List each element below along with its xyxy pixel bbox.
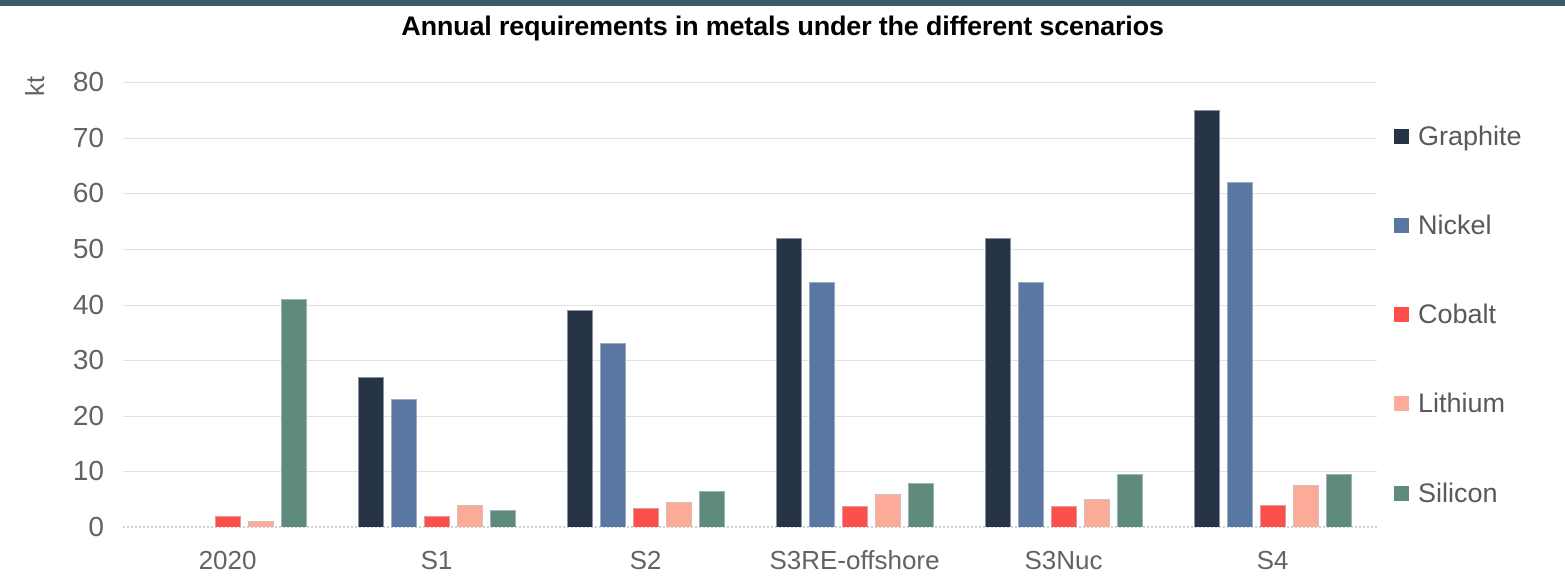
gridline-70 [123,137,1377,139]
gridline-60 [123,193,1377,195]
bar-lithium-s4 [1292,485,1319,527]
bar-graphite-s1 [357,376,384,527]
gridline-50 [123,248,1377,250]
bar-silicon-s3nuc [1116,474,1143,527]
x-axis-label-s2: S2 [629,545,662,575]
bar-lithium-s3re-offshore [874,493,901,527]
top-accent-strip [0,0,1565,6]
bar-nickel-s1 [390,399,417,527]
y-tick-label-20: 20 [72,399,104,431]
legend-marker-cobalt [1394,307,1409,322]
gridline-80 [123,82,1377,83]
legend-label-graphite: Graphite [1418,120,1522,151]
legend-item-cobalt: Cobalt [1394,299,1497,330]
bar-silicon-s3re-offshore [907,482,934,527]
gridline-20 [123,415,1377,417]
x-axis-label-2020: 2020 [198,545,257,575]
legend-item-silicon: Silicon [1394,478,1498,508]
gridline-30 [123,360,1377,362]
bar-graphite-s3re-offshore [775,237,802,527]
y-tick-label-80: 80 [72,66,104,97]
y-tick-label-40: 40 [72,288,104,320]
legend-label-silicon: Silicon [1418,477,1498,508]
bar-graphite-s2 [566,310,593,527]
bar-cobalt-s3nuc [1050,506,1077,527]
bar-graphite-s4 [1193,109,1220,527]
x-axis-label-s1: S1 [420,545,453,575]
bar-nickel-s3re-offshore [808,282,835,527]
bar-lithium-s1 [456,504,483,527]
bar-nickel-s3nuc [1017,282,1044,527]
bar-cobalt-s3re-offshore [841,506,868,527]
legend-item-graphite: Graphite [1394,121,1522,151]
bar-lithium-s3nuc [1083,499,1110,527]
bar-lithium-2020 [247,521,274,527]
bar-lithium-s2 [665,501,692,527]
x-axis-line [123,526,1377,528]
plot-area [123,82,1377,528]
legend-marker-silicon [1394,485,1409,501]
gridline-40 [123,304,1377,306]
bar-cobalt-s2 [632,507,659,527]
x-axis-label-s3re-offshore: S3RE-offshore [769,545,940,575]
bar-silicon-s4 [1325,474,1352,527]
bar-graphite-s3nuc [984,237,1011,527]
bar-silicon-2020 [280,298,307,527]
legend-item-nickel: Nickel [1394,210,1492,240]
chart-title: Annual requirements in metals under the … [401,11,1164,41]
gridline-10 [123,471,1377,473]
bar-cobalt-s4 [1259,504,1286,527]
y-tick-label-10: 10 [72,455,104,487]
y-tick-label-60: 60 [72,177,104,209]
x-axis-label-s4: S4 [1256,545,1289,575]
legend-marker-lithium [1394,396,1409,412]
legend-item-lithium: Lithium [1394,388,1506,419]
legend-marker-nickel [1394,217,1409,233]
x-axis-label-s3nuc: S3Nuc [1024,545,1103,575]
legend-marker-graphite [1394,128,1409,144]
legend-label-lithium: Lithium [1418,388,1506,419]
y-tick-label-30: 30 [72,344,104,376]
bar-nickel-s4 [1226,182,1253,527]
bar-nickel-s2 [599,343,626,527]
bar-cobalt-2020 [214,515,241,527]
legend-label-cobalt: Cobalt [1418,299,1497,329]
y-tick-label-50: 50 [72,232,104,264]
legend-label-nickel: Nickel [1418,209,1492,240]
y-tick-label-0: 0 [88,511,104,542]
bar-cobalt-s1 [423,515,450,527]
y-tick-label-70: 70 [72,121,104,153]
bar-silicon-s2 [698,490,725,527]
bar-silicon-s1 [489,510,516,527]
